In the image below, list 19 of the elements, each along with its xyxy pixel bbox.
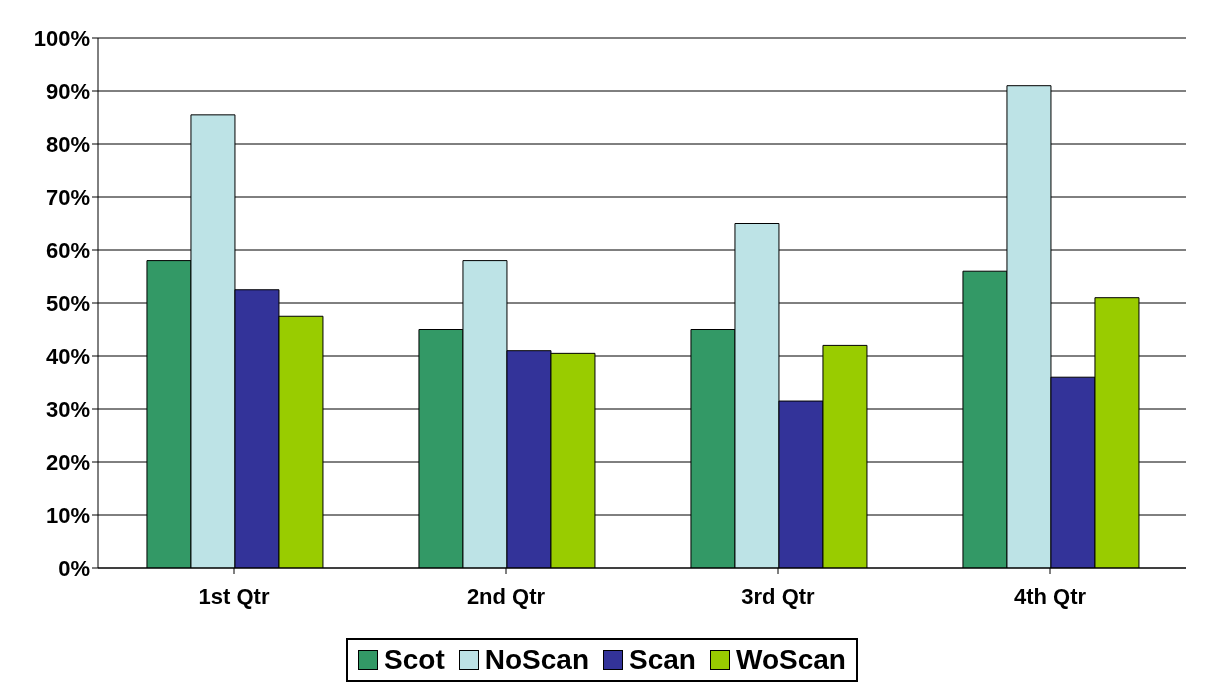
x-tick-label: 1st Qtr: [198, 583, 270, 609]
x-tick-label: 3rd Qtr: [741, 583, 816, 609]
y-tick-label: 10%: [45, 502, 90, 528]
y-tick-label: 60%: [45, 237, 90, 263]
y-tick-label: 40%: [45, 343, 90, 369]
y-tick-label: 30%: [45, 396, 90, 422]
legend-label: WoScan: [735, 644, 846, 676]
y-tick-label: 80%: [45, 131, 90, 157]
y-tick-label: 50%: [45, 290, 90, 316]
y-tick-label: 90%: [45, 78, 90, 104]
y-tick-label: 20%: [45, 449, 90, 475]
x-tick-label: 2nd Qtr: [466, 583, 546, 609]
legend-label: Scan: [629, 644, 696, 676]
y-tick-label: 100%: [33, 25, 90, 51]
legend-label: NoScan: [484, 644, 590, 676]
x-tick-label: 4th Qtr: [1013, 583, 1087, 609]
y-tick-label: 70%: [45, 184, 90, 210]
y-tick-label: 0%: [58, 555, 90, 581]
legend-label: Scot: [384, 644, 445, 676]
